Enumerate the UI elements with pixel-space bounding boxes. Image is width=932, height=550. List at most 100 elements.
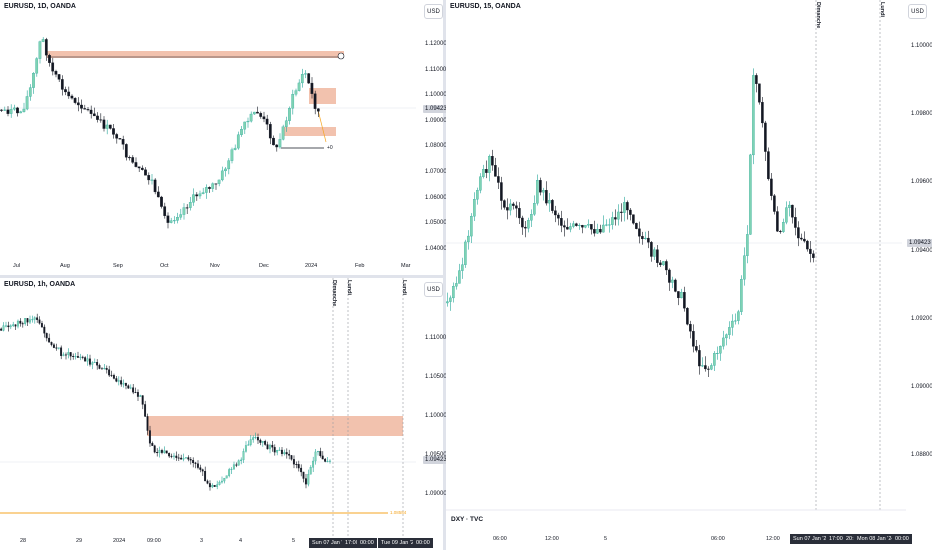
hourly-candles[interactable] xyxy=(0,278,443,550)
daily-candle xyxy=(44,37,48,61)
candle-body xyxy=(235,464,238,466)
hourly-candle xyxy=(38,316,41,325)
m15-candle xyxy=(533,195,536,216)
currency-button[interactable]: USD xyxy=(908,4,927,19)
candle-body xyxy=(9,109,13,114)
candle-body xyxy=(581,225,584,228)
candle-body xyxy=(69,352,72,357)
candle-body xyxy=(476,190,479,200)
price-tick: 1.09000 xyxy=(425,117,447,124)
horizontal-divider[interactable] xyxy=(0,275,443,278)
candle-body xyxy=(110,374,113,376)
hourly-candle xyxy=(177,453,180,461)
candle-body xyxy=(108,124,112,129)
candle-body xyxy=(93,362,96,363)
daily-candle xyxy=(124,143,128,161)
candle-body xyxy=(150,179,154,181)
m15-candle xyxy=(599,224,602,234)
candle-body xyxy=(206,480,209,484)
supply-zone xyxy=(147,416,403,436)
vertical-divider[interactable] xyxy=(443,0,446,550)
daily-candle xyxy=(80,99,83,114)
candle-body xyxy=(232,464,235,470)
candle-body xyxy=(188,202,192,208)
candle-body xyxy=(590,224,593,230)
m15-candle xyxy=(719,345,722,361)
candle-body xyxy=(16,107,19,114)
vline-label-dimanche: Dimanche xyxy=(815,2,821,29)
daily-candle xyxy=(169,217,173,224)
candle-body xyxy=(184,457,187,459)
candle-body xyxy=(806,240,809,250)
candle-body xyxy=(249,439,252,445)
candle-body xyxy=(470,216,473,237)
hourly-candle xyxy=(129,384,132,390)
candle-body xyxy=(623,202,626,213)
m15-candle xyxy=(650,240,653,262)
candle-body xyxy=(728,327,731,335)
hourly-candle xyxy=(60,345,63,360)
m15-candle xyxy=(764,120,767,161)
m15-candle xyxy=(581,224,584,234)
currency-button[interactable]: USD xyxy=(424,4,443,19)
hourly-candle xyxy=(180,454,183,460)
time-tick: Oct xyxy=(160,263,169,269)
hourly-candle xyxy=(117,376,120,386)
candle-body xyxy=(485,169,488,173)
candle-body xyxy=(530,214,533,221)
candle-body xyxy=(81,356,84,358)
m15-candle xyxy=(485,160,488,179)
currency-button[interactable]: USD xyxy=(424,282,443,297)
m15-candle xyxy=(806,239,809,252)
m15-chart-pane[interactable]: EURUSD, 15, OANDA USD 1.10000 1.09800 1.09… xyxy=(446,0,932,550)
hourly-candle xyxy=(160,448,163,455)
daily-candle xyxy=(19,110,23,114)
candle-body xyxy=(503,200,506,208)
daily-candle xyxy=(92,107,96,117)
candle-body xyxy=(288,108,291,121)
candle-body xyxy=(773,195,776,212)
candle-body xyxy=(165,450,168,454)
m15-candle xyxy=(686,307,689,326)
hourly-candle xyxy=(108,365,111,377)
hourly-candle xyxy=(4,321,7,328)
candle-body xyxy=(326,460,329,462)
candle-body xyxy=(324,458,327,462)
candle-body xyxy=(199,467,202,470)
candle-body xyxy=(233,147,237,150)
candle-body xyxy=(294,90,298,95)
candle-body xyxy=(458,270,461,284)
daily-candle xyxy=(38,40,42,64)
hourly-candle xyxy=(300,464,303,477)
crosshair-time-label-2: 17:00 xyxy=(342,538,362,548)
hourly-candle xyxy=(213,485,216,487)
daily-chart-pane[interactable]: EURUSD, 1D, OANDA USD 1.12000 1.11000 1.10… xyxy=(0,0,449,275)
daily-candle xyxy=(313,90,317,115)
candle-body xyxy=(196,463,199,468)
candle-body xyxy=(283,452,286,455)
hourly-candle xyxy=(256,433,259,445)
candle-body xyxy=(611,217,614,225)
daily-candles[interactable] xyxy=(0,0,443,275)
hourly-chart-pane[interactable]: EURUSD, 1h, OANDA USD 1.11000 1.10500 1.10… xyxy=(0,278,449,550)
m15-candle xyxy=(647,230,650,249)
candle-body xyxy=(73,97,77,103)
crosshair-time-label: Sun 07 Jan '24 xyxy=(309,538,352,548)
candle-body xyxy=(41,39,45,42)
hourly-candle xyxy=(110,370,113,378)
candle-body xyxy=(38,41,42,59)
daily-candle xyxy=(102,116,106,132)
demand-zone xyxy=(282,127,336,136)
candle-body xyxy=(449,297,452,302)
m15-candles[interactable] xyxy=(446,0,932,550)
candle-body xyxy=(86,109,90,111)
m15-candle xyxy=(803,231,806,243)
hourly-candle xyxy=(223,477,226,484)
m15-candle xyxy=(488,154,491,182)
time-tick: Nov xyxy=(210,263,220,269)
candle-body xyxy=(770,178,773,196)
candle-body xyxy=(22,108,26,112)
m15-candle xyxy=(707,366,710,377)
candle-body xyxy=(64,89,67,93)
candle-body xyxy=(72,356,75,357)
